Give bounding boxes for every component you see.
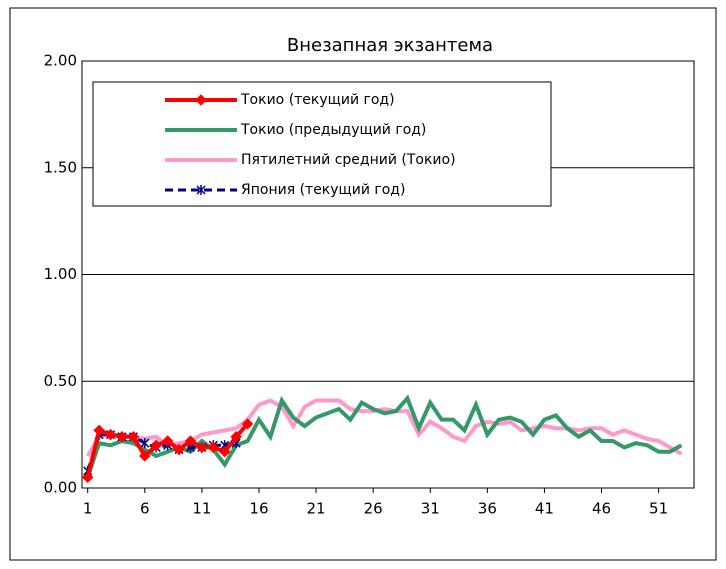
x-tick-label: 51 bbox=[649, 500, 668, 518]
x-tick-label: 6 bbox=[140, 500, 150, 518]
legend-marker bbox=[195, 94, 207, 106]
point bbox=[139, 450, 151, 462]
x-tick-label: 36 bbox=[478, 500, 497, 518]
legend-label: Токио (предыдущий год) bbox=[240, 122, 426, 138]
point bbox=[184, 435, 197, 447]
point bbox=[127, 431, 140, 443]
y-tick-label: 1.00 bbox=[44, 265, 77, 283]
point bbox=[161, 435, 174, 447]
x-tick-label: 46 bbox=[592, 500, 611, 518]
legend-label: Япония (текущий год) bbox=[241, 182, 405, 198]
x-tick-label: 11 bbox=[192, 500, 211, 518]
point bbox=[241, 418, 254, 430]
point bbox=[82, 471, 94, 484]
chart-title: Внезапная экзантема bbox=[287, 35, 493, 56]
x-tick-label: 26 bbox=[364, 500, 383, 518]
point bbox=[140, 438, 150, 449]
y-tick-label: 2.00 bbox=[44, 52, 77, 70]
x-tick-label: 31 bbox=[421, 500, 440, 518]
legend-label: Пятилетний средний (Токио) bbox=[241, 152, 456, 168]
point bbox=[196, 441, 208, 454]
legend-marker bbox=[196, 185, 206, 195]
y-tick-label: 0.50 bbox=[44, 372, 77, 390]
legend bbox=[92, 81, 552, 207]
point bbox=[93, 424, 105, 437]
point bbox=[230, 431, 242, 443]
x-tick-label: 16 bbox=[249, 500, 268, 518]
point bbox=[219, 445, 231, 458]
x-tick-label: 41 bbox=[535, 500, 554, 518]
point bbox=[150, 439, 162, 452]
y-tick-label: 0.00 bbox=[44, 479, 77, 497]
point bbox=[116, 431, 128, 443]
x-tick-label: 1 bbox=[83, 500, 93, 518]
x-tick-label: 21 bbox=[307, 500, 326, 518]
y-tick-label: 1.50 bbox=[44, 158, 77, 176]
point bbox=[173, 443, 185, 456]
point bbox=[207, 441, 220, 454]
legend-label: Токио (текущий год) bbox=[240, 92, 395, 108]
point bbox=[104, 428, 117, 441]
